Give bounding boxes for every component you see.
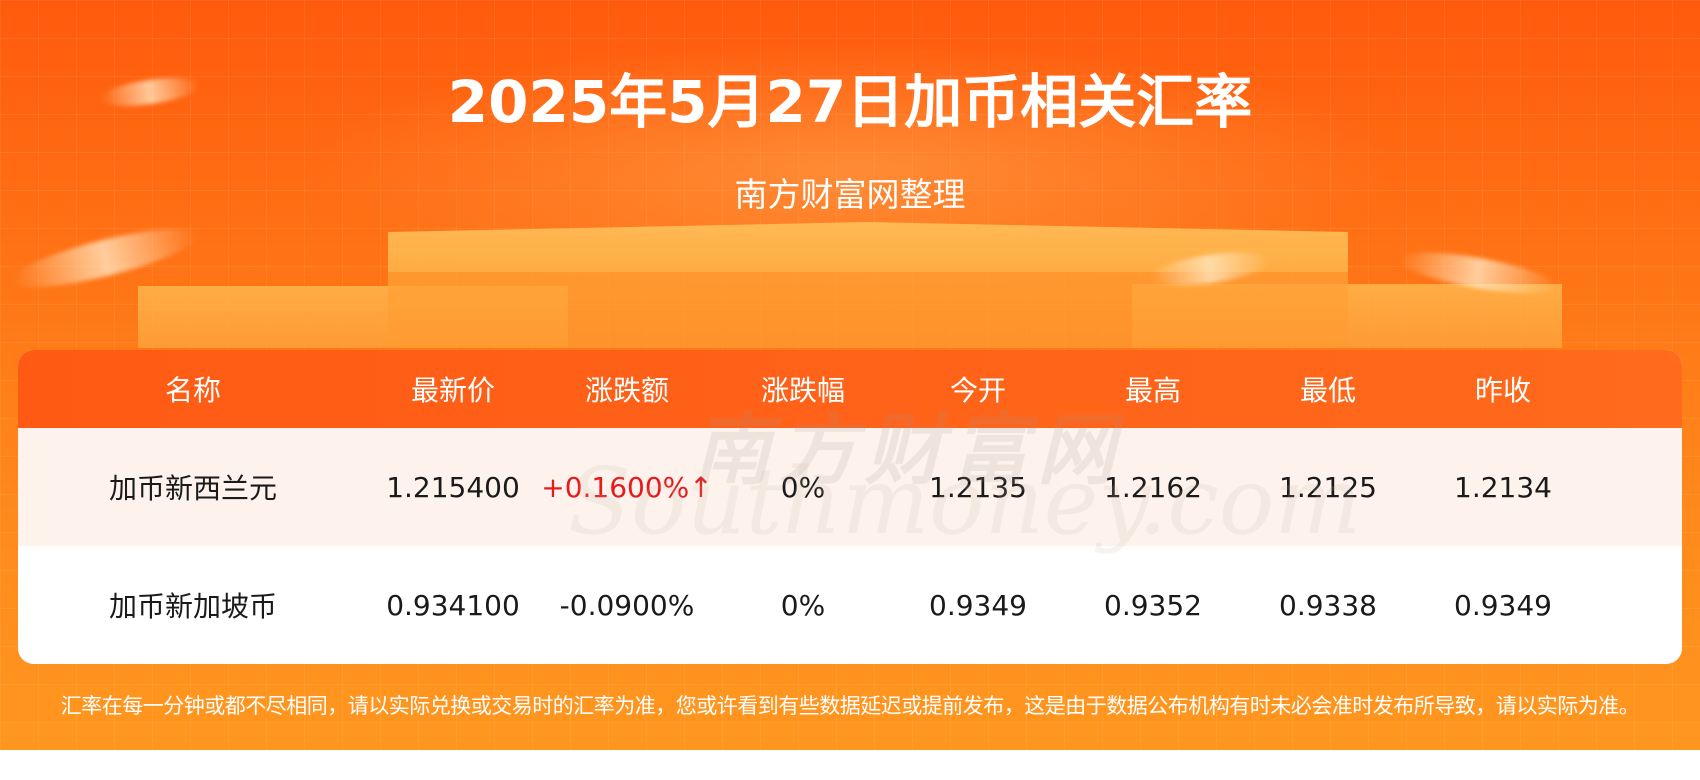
cell-open: 1.2135	[929, 470, 1027, 504]
page-subtitle: 南方财富网整理	[734, 175, 966, 214]
cell-open: 0.9349	[929, 588, 1027, 622]
column-header-latest: 最新价	[410, 374, 495, 407]
page-title: 2025年5月27日加币相关汇率	[447, 68, 1253, 136]
cell-name: 加币新西兰元	[108, 472, 277, 505]
cell-change-pct: 0%	[780, 470, 826, 504]
cell-low: 1.2125	[1279, 470, 1377, 504]
column-header-change: 涨跌额	[584, 374, 669, 407]
cell-prev-close: 1.2134	[1454, 470, 1552, 504]
table-row: 加币新加坡币 0.934100 -0.0900% 0% 0.9349 0.935…	[18, 546, 1682, 664]
cell-high: 0.9352	[1104, 588, 1202, 622]
cell-low: 0.9338	[1279, 588, 1377, 622]
cell-high: 1.2162	[1104, 470, 1202, 504]
table-row: 加币新西兰元 1.215400 +0.1600%↑ 0% 1.2135 1.21…	[18, 428, 1682, 546]
rate-table: 名称 最新价 涨跌额 涨跌幅 今开 最高 最低 昨收 加币新西兰元 1.2154…	[18, 350, 1682, 664]
column-header-prev-close: 昨收	[1474, 374, 1531, 407]
column-header-open: 今开	[949, 374, 1006, 407]
cell-change-pct: 0%	[780, 588, 826, 622]
disclaimer-text: 汇率在每一分钟或都不尽相同，请以实际兑换或交易时的汇率为准，您或许看到有些数据延…	[60, 694, 1640, 718]
cell-latest: 1.215400	[386, 470, 520, 504]
column-header-low: 最低	[1299, 374, 1356, 407]
table-header: 名称 最新价 涨跌额 涨跌幅 今开 最高 最低 昨收	[18, 350, 1682, 428]
cell-prev-close: 0.9349	[1454, 588, 1552, 622]
cell-latest: 0.934100	[386, 588, 520, 622]
cell-change: -0.0900%	[559, 588, 695, 622]
column-header-high: 最高	[1124, 374, 1181, 407]
cell-name: 加币新加坡币	[108, 590, 277, 623]
cell-change: +0.1600%↑	[541, 470, 713, 504]
column-header-name: 名称	[164, 374, 221, 407]
column-header-change-pct: 涨跌幅	[760, 374, 845, 407]
page-banner: 2025年5月27日加币相关汇率 南方财富网整理 名称 最新价 涨跌额 涨跌幅 …	[0, 0, 1700, 750]
